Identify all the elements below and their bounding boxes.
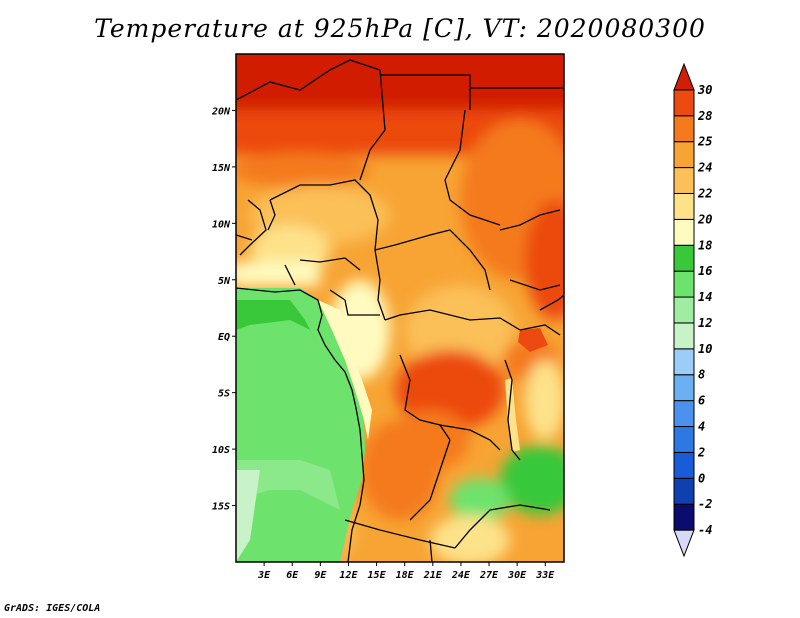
colorbar-swatch	[673, 503, 695, 531]
x-tick-label: 18E	[396, 570, 415, 581]
y-axis: 20N 15N 10N 5N EQ 5S 10S 15S	[211, 106, 236, 513]
colorbar-swatch	[673, 477, 695, 505]
colorbar-swatch	[673, 348, 695, 376]
y-tick-label: 15N	[212, 163, 231, 174]
x-tick-label: 6E	[286, 570, 299, 581]
colorbar-label: 22	[697, 186, 712, 200]
colorbar-swatch	[673, 192, 695, 220]
map-frame	[235, 53, 565, 563]
y-tick-label: 10N	[212, 219, 231, 230]
temperature-field	[236, 54, 564, 562]
x-tick-label: 24E	[451, 570, 471, 581]
y-tick-label: EQ	[218, 332, 230, 343]
x-tick-label: 12E	[339, 570, 358, 581]
colorbar-swatch	[673, 296, 695, 324]
colorbar-swatch	[673, 89, 695, 117]
x-tick-label: 15E	[368, 570, 387, 581]
colorbar-label: 12	[698, 316, 712, 330]
colorbar-swatch	[673, 426, 695, 453]
x-tick-label: 21E	[423, 570, 443, 581]
colorbar-label: 24	[697, 161, 712, 175]
colorbar-swatch	[673, 400, 695, 428]
colorbar-swatch	[673, 270, 695, 298]
colorbar-label: 4	[698, 420, 705, 434]
x-tick-label: 3E	[257, 570, 271, 581]
colorbar-label: 30	[697, 83, 712, 97]
colorbar-label: 8	[698, 368, 705, 382]
colorbar-label: 20	[697, 212, 712, 226]
colorbar-swatch	[673, 141, 695, 169]
y-tick-label: 15S	[212, 502, 230, 513]
colorbar-swatch	[673, 62, 695, 91]
colorbar-swatch	[673, 374, 695, 402]
colorbar-label: 25	[697, 135, 712, 149]
colorbar-swatch	[673, 322, 695, 350]
colorbar-swatch	[673, 218, 695, 246]
y-tick-label: 5N	[218, 276, 231, 287]
colorbar-label: -4	[698, 523, 712, 537]
colorbar-swatch	[673, 115, 695, 143]
colorbar-label: 10	[698, 342, 712, 356]
colorbar-swatch	[673, 167, 695, 194]
colorbar-label: 2	[697, 445, 705, 459]
colorbar-label: 0	[698, 471, 705, 485]
colorbar-swatch	[673, 529, 695, 558]
colorbar-label: -2	[698, 497, 712, 511]
chart-title: Temperature at 925hPa [C], VT: 202008030…	[94, 14, 706, 43]
x-tick-label: 9E	[314, 570, 327, 581]
x-axis: 3E 6E 9E 12E 15E 18E 21E 24E 27E 30E 33E	[257, 562, 555, 581]
x-tick-label: 33E	[535, 570, 555, 581]
x-tick-label: 27E	[479, 570, 499, 581]
y-tick-label: 10S	[212, 445, 230, 456]
colorbar-swatch	[673, 451, 695, 479]
colorbar-label: 18	[698, 238, 712, 252]
x-tick-label: 30E	[507, 570, 527, 581]
colorbar-label: 16	[698, 264, 712, 278]
colorbar-label: 28	[697, 109, 712, 123]
colorbar-swatch	[673, 244, 695, 272]
y-tick-label: 5S	[218, 389, 230, 400]
country-borders	[236, 59, 564, 562]
colorbar-label: 6	[698, 394, 705, 408]
colorbar-label: 14	[698, 290, 712, 304]
footer-credit: GrADS: IGES/COLA	[4, 603, 101, 614]
y-tick-label: 20N	[211, 106, 231, 117]
